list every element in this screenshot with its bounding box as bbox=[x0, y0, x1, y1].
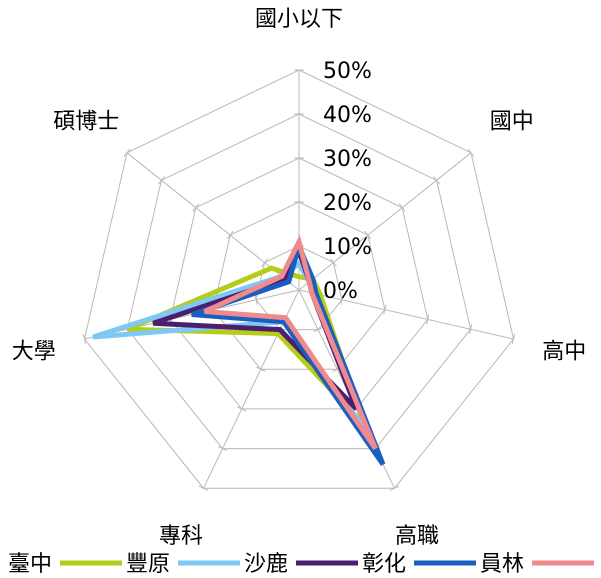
axis-tick-mark bbox=[313, 327, 323, 333]
axis-tick-mark bbox=[254, 294, 258, 305]
axis-tick-mark bbox=[226, 230, 234, 240]
legend-label: 豐原 bbox=[126, 552, 170, 577]
tick-label: 40% bbox=[323, 103, 372, 128]
radar-grid bbox=[82, 69, 516, 491]
axis-tick-mark bbox=[123, 148, 131, 158]
axis-tick-mark bbox=[198, 485, 209, 491]
axis-tick-mark bbox=[82, 333, 87, 344]
axis-tick-mark bbox=[329, 258, 337, 267]
axis-label: 高中 bbox=[542, 340, 586, 365]
axis-tick-mark bbox=[261, 258, 269, 267]
tick-label: 10% bbox=[323, 235, 372, 260]
tick-label: 30% bbox=[323, 147, 372, 172]
legend-label: 彰化 bbox=[362, 552, 406, 577]
legend-label: 沙鹿 bbox=[244, 552, 288, 577]
axis-tick-mark bbox=[469, 324, 473, 335]
grid-ring bbox=[212, 201, 386, 370]
axis-tick-mark bbox=[467, 148, 475, 158]
axis-tick-mark bbox=[340, 294, 344, 305]
legend: 臺中 豐原 沙鹿 彰化 員林 bbox=[8, 552, 594, 577]
legend-label: 臺中 bbox=[8, 552, 52, 577]
axis-tick-mark bbox=[426, 314, 430, 325]
axis-label: 國中 bbox=[490, 109, 534, 134]
grid-ring bbox=[83, 69, 515, 489]
axis-tick-mark bbox=[398, 203, 406, 212]
axis-tick-mark bbox=[389, 485, 400, 491]
axis-label: 國小以下 bbox=[255, 7, 343, 32]
axis-tick-mark bbox=[383, 304, 387, 315]
axis-label: 高職 bbox=[395, 524, 439, 549]
tick-label: 0% bbox=[323, 279, 358, 304]
axis-tick-mark bbox=[511, 333, 516, 344]
axis-tick-mark bbox=[256, 366, 266, 372]
axis-label: 碩博士 bbox=[53, 109, 119, 134]
radial-tick-labels: 0% 10% 20% 30% 40% 50% bbox=[323, 59, 372, 304]
tick-label: 20% bbox=[323, 191, 372, 216]
grid-ring bbox=[126, 113, 472, 450]
axis-tick-mark bbox=[157, 176, 165, 185]
axis-spoke bbox=[298, 289, 514, 340]
axis-label: 專科 bbox=[159, 524, 203, 549]
axis-tick-mark bbox=[236, 406, 247, 412]
axis-tick-mark bbox=[364, 230, 372, 240]
legend-label: 員林 bbox=[480, 552, 524, 577]
grid-ring bbox=[169, 157, 429, 410]
tick-label: 50% bbox=[323, 59, 372, 84]
axis-spoke bbox=[298, 152, 472, 291]
axis-tick-mark bbox=[433, 176, 441, 185]
grid-ring bbox=[255, 245, 343, 331]
axis-label: 大學 bbox=[12, 340, 56, 365]
series-lines bbox=[92, 234, 386, 466]
axis-tick-mark bbox=[217, 445, 228, 452]
series-line-4 bbox=[191, 238, 386, 466]
axis-tick-mark bbox=[192, 203, 200, 212]
series-line-5 bbox=[203, 234, 378, 451]
